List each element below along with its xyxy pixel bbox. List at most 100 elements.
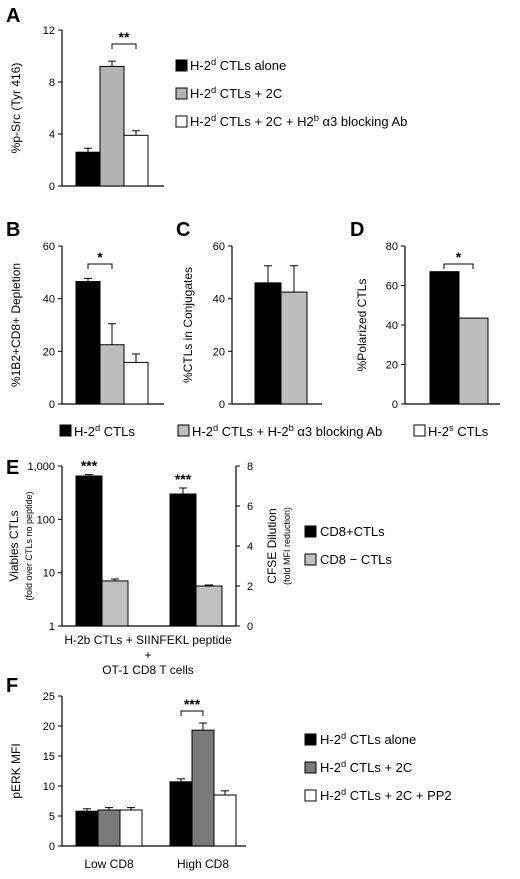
panel-b-y-tick-label: 20 [43,346,55,358]
panel-d-y-tick-label: 20 [386,360,398,372]
panel-a: A 0 4 8 12 %p-Src (Tyr 416) ** H-2d CTLs alone… [6,5,407,193]
panel-e-legend-label: CD8+CTLs [320,524,385,539]
panel-a-y-tick-label: 4 [49,129,55,141]
panel-d-letter: D [350,219,364,241]
panel-f: F 0 5 10 15 20 25 pERK MFI Low CD8 High CD8 *** H-… [6,675,452,871]
panel-f-y-tick-label: 15 [43,751,55,763]
panel-a-bar [75,151,101,187]
legend-bcd-label: H-2d CTLs + H-2b α3 blocking Ab [192,423,382,439]
legend-bcd-swatch [59,424,72,437]
panel-e-bar [101,580,129,627]
panel-f-letter: F [6,675,18,697]
panel-e-bar [75,475,103,627]
panel-f-y-tick-label: 25 [43,691,55,703]
panel-a-y-tick-label: 12 [43,25,55,37]
panel-a-legend-label: H-2d CTLs + 2C [190,85,282,101]
panel-f-bar [119,809,143,847]
panel-f-legend-label: H-2d CTLs alone [320,731,416,747]
panel-a-legend-swatch [175,59,188,72]
panel-b-y-label: %1B2+CD8+ Depletion [9,263,23,387]
panel-e-y2-label: CFSE Dilution [265,508,279,583]
panel-f-legend-swatch [304,789,317,802]
panel-f-legend-swatch [304,761,317,774]
panel-d-y-label: %Polarized CTLs [355,279,369,372]
panel-e: E 1 10 100 1,000 0 2 4 6 8 Viables CTLs (fold over… [6,457,392,677]
panel-f-bar [169,781,193,847]
panel-b-y-tick-label: 60 [43,241,55,253]
panel-e-y2-tick-label: 6 [247,501,253,513]
panel-f-y-tick-label: 0 [49,841,55,853]
panel-e-y2-label-sub: (fold MFI reduction) [282,507,292,585]
panel-e-y2-tick-label: 4 [247,541,253,553]
panel-f-significance [180,710,204,716]
panel-b-y-tick-label: 40 [43,294,55,306]
panel-e-x-label: H-2b CTLs + SIINFEKL peptide [64,633,232,647]
panel-d-significance [443,263,474,269]
panel-c-letter: C [176,219,190,241]
panel-a-y-tick-label: 0 [49,181,55,193]
legend-bcd-swatch [413,424,426,437]
panel-a-y-tick-label: 8 [49,77,55,89]
panel-e-y-label-sub: (fold over CTLs no peptide) [24,491,34,600]
panel-b-y-tick-label: 0 [49,399,55,411]
panel-e-significance-label: *** [81,458,98,474]
panel-f-x-tick-label: Low CD8 [84,857,134,871]
panel-e-y-tick-label: 10 [43,568,55,580]
panel-c-y-tick-label: 40 [213,294,225,306]
panel-e-bar [169,493,197,627]
panel-e-y2-tick-label: 2 [247,581,253,593]
panel-f-y-label: pERK MFI [9,743,23,798]
panel-c: C 0 20 40 60 %CTLs in Conjugates [176,219,322,411]
panel-d-y-tick-label: 80 [386,241,398,253]
panel-a-bar [99,65,125,187]
panel-b-bar [123,361,149,405]
panel-b-significance-label: * [97,249,103,265]
panel-f-bar [75,810,99,847]
panel-c-y-tick-label: 60 [213,241,225,253]
panel-a-letter: A [6,5,20,27]
panel-c-y-tick-label: 0 [219,399,225,411]
panel-f-y-tick-label: 20 [43,721,55,733]
panel-a-legend-swatch [175,115,188,128]
panel-e-y-label: Viables CTLs [7,510,21,581]
panel-f-x-tick-label: High CD8 [177,857,229,871]
panel-f-y-tick-label: 5 [49,811,55,823]
panel-d-y-tick-label: 0 [392,399,398,411]
panel-b-significance [87,263,113,269]
panel-e-legend-label: CD8 − CTLs [320,552,392,567]
panel-d-y-tick-label: 40 [386,320,398,332]
panel-d: D 0 20 40 60 80 %Polarized CTLs * [350,219,500,411]
panel-f-bar [213,794,237,847]
panel-f-y-tick-label: 10 [43,781,55,793]
panel-f-legend-label: H-2d CTLs + 2C [320,759,412,775]
panel-d-bar [458,317,489,405]
panel-e-y2-tick-label: 0 [247,621,253,633]
panel-e-letter: E [6,457,19,479]
panel-f-bar [97,809,121,847]
panel-e-y2-tick-label: 8 [247,461,253,473]
panel-e-y-tick-label: 1 [49,621,55,633]
panel-e-legend-swatch [304,525,317,538]
panel-d-y-tick-label: 60 [386,281,398,293]
panel-b: B 0 20 40 60 %1B2+CD8+ Depletion * [6,219,164,411]
legend-bcd: H-2d CTLs H-2d CTLs + H-2b α3 blocking Ab… [59,423,489,439]
legend-bcd-label: H-2d CTLs [74,423,135,439]
panel-c-y-tick-label: 20 [213,346,225,358]
panel-d-significance-label: * [456,249,462,265]
panel-e-bar [195,585,223,627]
panel-c-bar [254,282,282,405]
panel-c-y-label: %CTLs in Conjugates [181,267,195,383]
panel-f-legend-swatch [304,733,317,746]
panel-a-legend-label: H-2d CTLs alone [190,57,286,73]
panel-e-y-tick-label: 1,000 [27,461,55,473]
panel-a-significance-label: ** [119,29,130,45]
legend-bcd-label: H-2s CTLs [428,423,489,439]
panel-b-letter: B [6,219,20,241]
panel-a-significance [111,43,137,49]
panel-b-bar [99,344,125,405]
panel-b-bar [75,281,101,405]
panel-a-bar [123,134,149,187]
panel-e-x-label: + [144,648,151,662]
panel-e-x-label: OT-1 CD8 T cells [102,663,194,677]
